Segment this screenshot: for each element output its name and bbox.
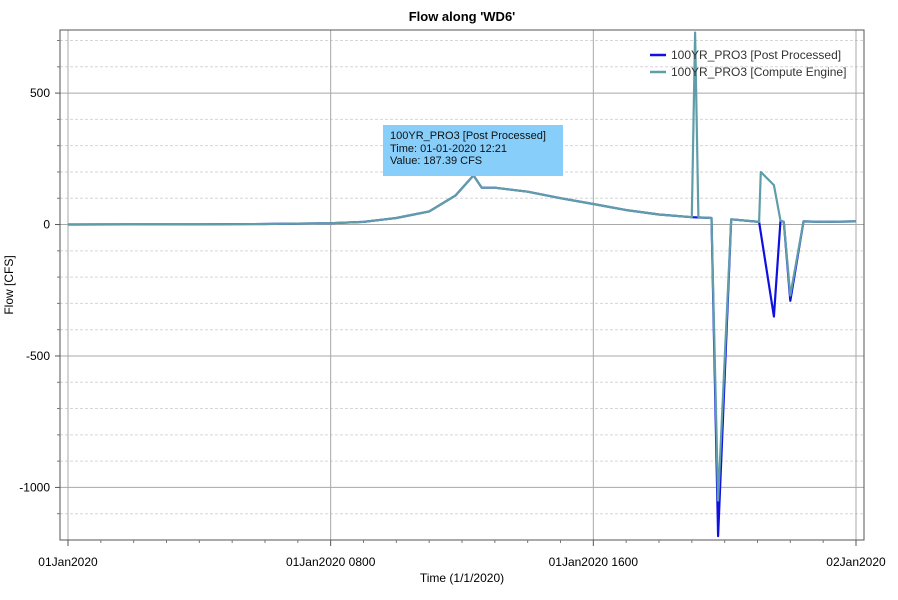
tooltip-series: 100YR_PRO3 [Post Processed] <box>390 130 546 142</box>
y-axis-label: Flow [CFS] <box>2 255 16 314</box>
x-tick-label: 01Jan2020 1600 <box>549 555 639 569</box>
series-line-compute-engine <box>67 31 857 502</box>
y-tick-label: 0 <box>43 218 50 232</box>
legend: 100YR_PRO3 [Post Processed] 100YR_PRO3 [… <box>650 48 846 79</box>
y-tick-label: 500 <box>30 86 50 100</box>
x-tick-label: 02Jan2020 <box>826 555 886 569</box>
tooltip-time: Time: 01-01-2020 12:21 <box>390 143 507 155</box>
x-tick-label: 01Jan2020 0800 <box>286 555 376 569</box>
y-tick-label: -500 <box>26 349 50 363</box>
legend-label-post-processed: 100YR_PRO3 [Post Processed] <box>671 48 841 62</box>
tick-layer: 500 0 -500 -1000 01Jan2020 01Jan2020 0800 01Ja… <box>19 40 886 569</box>
tooltip-value: Value: 187.39 CFS <box>390 155 482 167</box>
chart-title: Flow along 'WD6' <box>409 9 516 24</box>
y-tick-label: -1000 <box>19 480 50 494</box>
series-layer <box>67 31 857 538</box>
x-axis-label: Time (1/1/2020) <box>420 571 504 585</box>
x-tick-label: 01Jan2020 <box>38 555 98 569</box>
legend-label-compute-engine: 100YR_PRO3 [Compute Engine] <box>671 65 846 79</box>
data-tooltip: 100YR_PRO3 [Post Processed] Time: 01-01-… <box>383 125 563 176</box>
tooltip-background <box>383 125 563 176</box>
